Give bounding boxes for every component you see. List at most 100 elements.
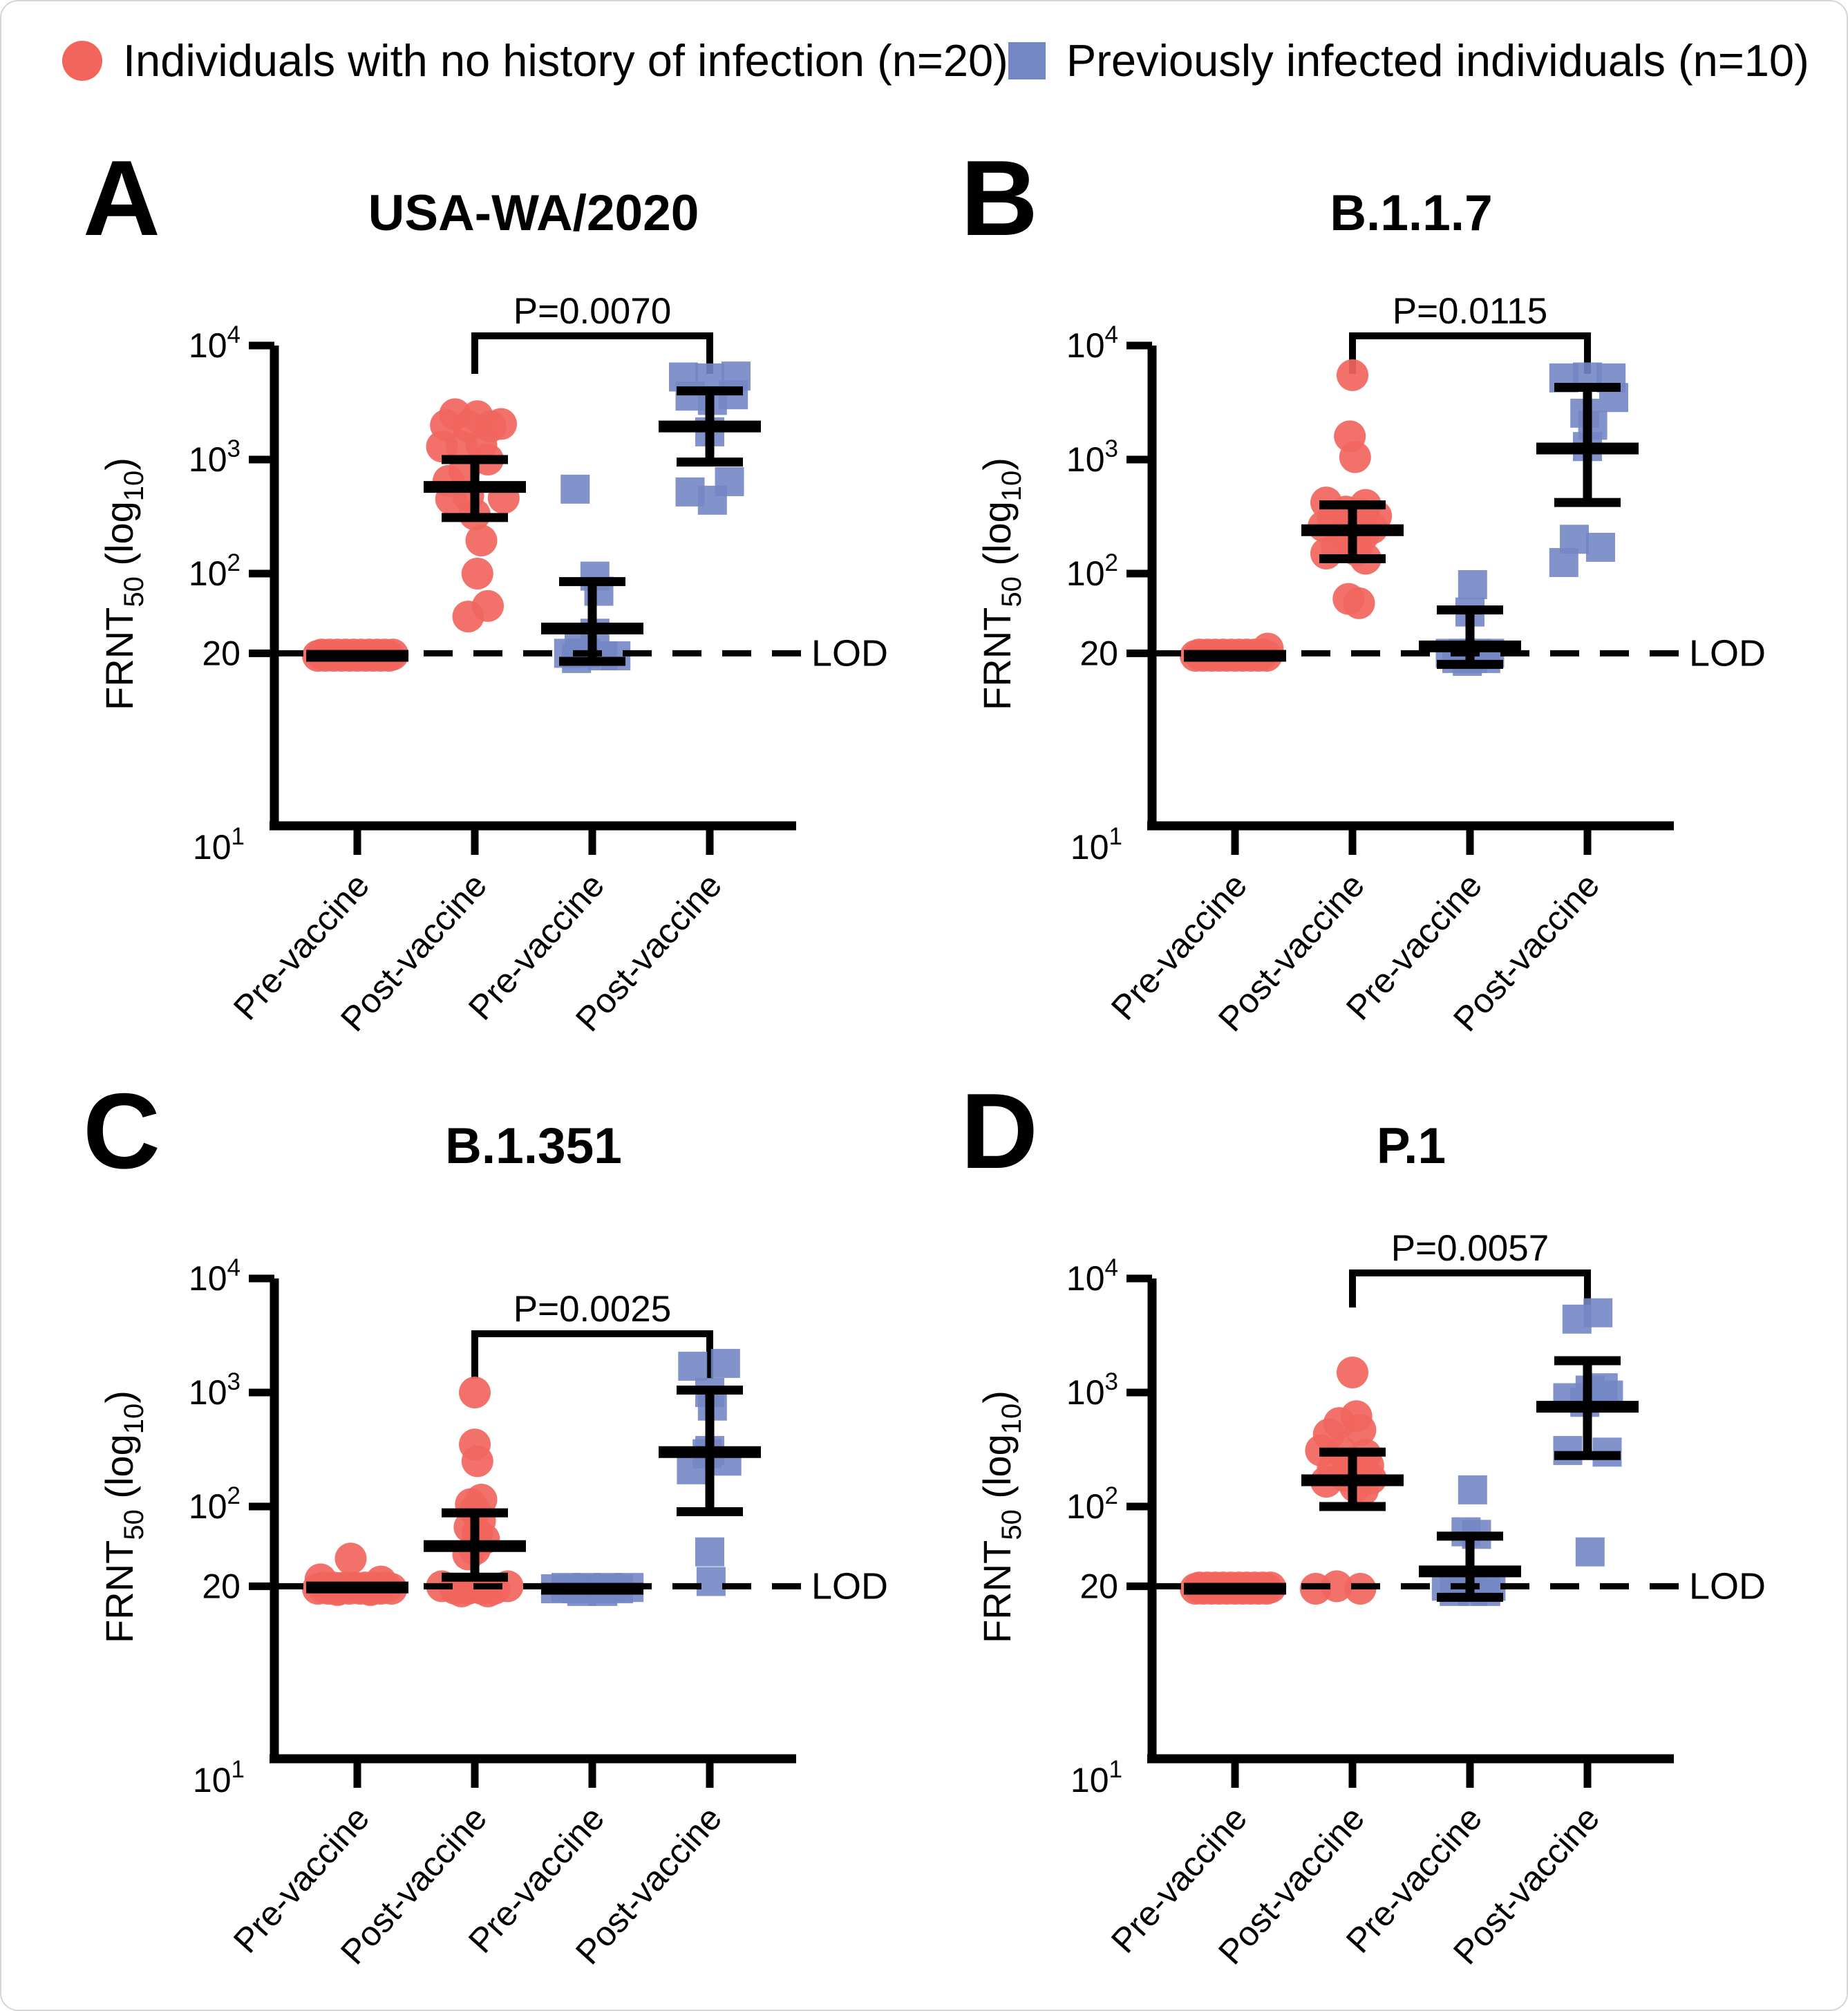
p-value-label: P=0.0025 — [513, 1289, 671, 1330]
data-point — [1553, 1435, 1583, 1465]
summary-bars — [659, 1386, 761, 1517]
legend: Individuals with no history of infection… — [1, 1, 1847, 86]
panel-d: D P.1 P=0.0057 104 103 102 20 101 FRNT50 (log10)… — [955, 1047, 1805, 1980]
panel-a-chart: A USA-WA/2020 P=0.0070 104 103 102 20 101 FRNT50… — [83, 138, 888, 1039]
summary-bars — [659, 386, 761, 467]
panel-letter: D — [961, 1071, 1038, 1191]
significance-bracket — [471, 1330, 713, 1379]
y-tick-label: 103 — [1066, 1368, 1118, 1412]
summary-bars — [424, 1508, 526, 1582]
summary-bars — [1301, 1447, 1404, 1511]
y-tick-label: 101 — [193, 823, 245, 867]
y-axis-title: FRNT50 (log10) — [97, 457, 149, 710]
data-point — [1343, 587, 1375, 619]
panel-title: B.1.1.7 — [1330, 185, 1492, 241]
data-point — [1575, 1537, 1605, 1567]
y-tick-label: 20 — [202, 1567, 241, 1605]
y-tick-label: 103 — [189, 1368, 241, 1412]
data-point — [1310, 537, 1342, 569]
summary-bars — [424, 455, 526, 522]
panel-b: B B.1.1.7 P=0.0115 104 103 102 20 101 FRNT50 (lo… — [955, 114, 1805, 1047]
data-point — [1337, 1356, 1368, 1388]
data-point — [461, 1445, 493, 1477]
panel-b-chart: B B.1.1.7 P=0.0115 104 103 102 20 101 FRNT50 (lo… — [961, 138, 1766, 1039]
p-value-label: P=0.0057 — [1391, 1228, 1549, 1269]
lod-label: LOD — [1689, 1565, 1766, 1607]
y-tick-label: 103 — [1066, 435, 1118, 479]
data-point — [1339, 441, 1371, 473]
blue-square-icon — [1008, 41, 1046, 79]
data-point — [678, 1351, 708, 1381]
data-points — [302, 361, 751, 673]
panel-title: USA-WA/2020 — [368, 185, 699, 241]
p-value-label: P=0.0070 — [513, 291, 671, 332]
legend-item-no-history: Individuals with no history of infection… — [62, 35, 1008, 86]
panel-letter: B — [961, 138, 1038, 258]
data-point — [334, 1542, 367, 1575]
significance-bracket — [1349, 1269, 1591, 1307]
data-point — [1583, 1298, 1613, 1328]
panel-c: C B.1.351 P=0.0025 104 103 102 20 101 FRNT50 (lo… — [77, 1047, 927, 1980]
lod-label: LOD — [1689, 632, 1766, 674]
y-tick-label: 101 — [1071, 823, 1122, 867]
summary-bars — [1419, 605, 1521, 669]
data-point — [1586, 532, 1615, 562]
y-axis-title: FRNT50 (log10) — [975, 457, 1027, 710]
y-tick-label: 102 — [1066, 549, 1118, 593]
y-tick-label: 102 — [1066, 1482, 1118, 1526]
lod-label: LOD — [811, 1565, 888, 1607]
y-tick-label: 102 — [189, 549, 241, 593]
y-tick-label: 20 — [1079, 634, 1118, 672]
data-point — [465, 525, 498, 557]
y-axis-title: FRNT50 (log10) — [97, 1390, 149, 1643]
data-point — [710, 1348, 740, 1378]
summary-bars — [1419, 1531, 1521, 1602]
y-tick-label: 102 — [189, 1482, 241, 1526]
data-point — [1549, 548, 1578, 578]
y-tick-label: 20 — [1079, 1567, 1118, 1605]
panel-a: A USA-WA/2020 P=0.0070 104 103 102 20 101 FRNT50… — [77, 114, 927, 1047]
panel-grid: A USA-WA/2020 P=0.0070 104 103 102 20 101 FRNT50… — [1, 114, 1847, 1980]
lod-label: LOD — [811, 632, 888, 674]
panel-c-chart: C B.1.351 P=0.0025 104 103 102 20 101 FRNT50 (lo… — [83, 1071, 888, 1972]
y-tick-label: 101 — [1071, 1756, 1122, 1800]
data-point — [1458, 569, 1487, 599]
panel-letter: C — [83, 1071, 160, 1191]
summary-bars — [1301, 500, 1404, 563]
panel-d-chart: D P.1 P=0.0057 104 103 102 20 101 FRNT50 (log10)… — [961, 1071, 1766, 1972]
legend-item-previously-infected: Previously infected individuals (n=10) — [1008, 35, 1809, 86]
data-point — [452, 601, 484, 633]
y-axis-title: FRNT50 (log10) — [975, 1390, 1027, 1643]
data-point — [695, 1537, 724, 1567]
summary-bars — [1536, 382, 1639, 507]
y-tick-label: 103 — [189, 435, 241, 479]
panel-title: B.1.351 — [445, 1118, 622, 1174]
data-point — [1337, 359, 1368, 391]
y-tick-label: 101 — [193, 1756, 245, 1800]
significance-bracket — [1349, 332, 1591, 374]
data-points — [1180, 359, 1628, 676]
summary-bars — [1536, 1356, 1639, 1460]
data-point — [485, 408, 517, 440]
data-point — [1344, 1414, 1377, 1446]
panel-letter: A — [83, 138, 160, 258]
data-point — [560, 474, 590, 504]
y-tick-label: 104 — [189, 1254, 241, 1298]
data-point — [446, 1575, 478, 1607]
data-points — [302, 1348, 742, 1607]
data-point — [459, 1377, 491, 1408]
data-point — [461, 558, 493, 589]
significance-bracket — [471, 332, 713, 374]
legend-label-no-history: Individuals with no history of infection… — [123, 35, 1008, 86]
data-point — [1321, 1570, 1353, 1603]
y-tick-label: 104 — [1066, 1254, 1118, 1298]
y-tick-label: 104 — [189, 321, 241, 365]
data-point — [1458, 1475, 1487, 1504]
legend-label-previously-infected: Previously infected individuals (n=10) — [1066, 35, 1809, 86]
y-tick-label: 20 — [202, 634, 241, 672]
data-point — [696, 1567, 726, 1596]
panel-title: P.1 — [1377, 1118, 1446, 1174]
data-point — [697, 485, 727, 515]
p-value-label: P=0.0115 — [1393, 291, 1547, 332]
